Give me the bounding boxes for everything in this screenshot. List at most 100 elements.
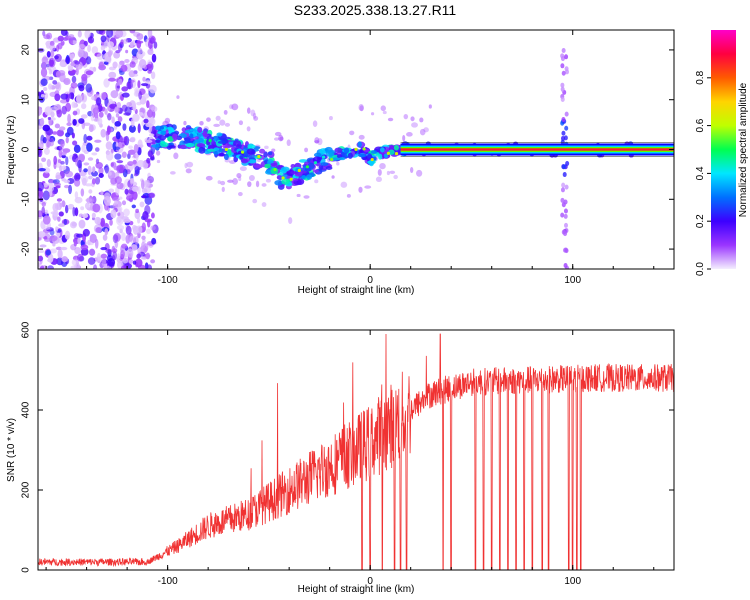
heatmap-cell [74,207,79,217]
heatmap-cell [128,124,136,133]
heatmap-cell [132,103,137,112]
heatmap-cell [564,184,569,190]
heatmap-cell [134,258,143,268]
heatmap-cell [49,248,57,254]
heatmap-cell [296,193,301,198]
heatmap-cell [563,199,568,205]
heatmap-cell [378,153,383,160]
heatmap-cell [132,159,137,165]
heatmap-cell [94,238,99,249]
heatmap-cell [80,175,89,184]
colorbar-tick-label: 0.2 [695,214,706,228]
heatmap-cell [237,191,243,197]
heatmap-cell [179,144,188,150]
heatmap-cell [103,195,111,206]
heatmap-cell [118,196,123,200]
heatmap-cell [87,165,92,176]
heatmap-cell [125,49,129,54]
heatmap-cell [48,68,52,75]
heatmap-cell [206,117,211,122]
snr-xlabel: Height of straight line (km) [298,584,415,595]
heatmap-cell [318,164,324,170]
heatmap-cell [81,144,86,153]
heatmap-cell [107,258,116,267]
heatmap-cell [83,162,90,166]
heatmap-cell [48,83,53,90]
heatmap-cell [274,137,280,141]
heatmap-cell [116,182,124,190]
heatmap-cell-peak [257,154,261,159]
heatmap-cell [141,83,149,87]
heatmap-cell [68,92,75,100]
y-tick-label: -20 [21,241,32,256]
heatmap-cell [116,253,121,261]
heatmap-cell [127,248,134,258]
heatmap-cell [185,168,192,174]
heatmap-cell [58,148,63,158]
heatmap-cell [98,111,104,118]
heatmap-cell [227,148,232,156]
y-tick-label: 0 [21,146,32,152]
heatmap-cell [176,95,180,99]
heatmap-cell [100,92,107,100]
heatmap-cell [145,179,151,188]
heatmap-cell [185,143,195,148]
y-tick-label: 0 [21,567,32,573]
heatmap-cell [77,30,82,38]
heatmap-cell [380,147,385,153]
heatmap-cell [46,159,51,168]
heatmap-cell [64,184,70,189]
heatmap-cell [38,124,43,130]
heatmap-cell [320,162,329,166]
snr-ylabel: SNR (10 * v/v) [6,418,17,482]
heatmap-cell [560,187,565,193]
heatmap-cell [72,206,76,217]
heatmap-cell [156,159,161,164]
heatmap-cell [135,225,143,234]
heatmap-cell [60,93,69,100]
tone-band-core [400,148,674,151]
heatmap-cell [357,141,362,148]
heatmap-cell [114,106,119,114]
heatmap-cell [120,265,128,269]
heatmap-cell [183,139,191,144]
heatmap-cell [263,151,268,158]
heatmap-cell [117,206,123,213]
heatmap-cell [248,175,255,181]
heatmap-cell [313,152,322,158]
heatmap-cell [86,197,94,204]
heatmap-cell [110,90,119,99]
heatmap-cell [42,124,51,132]
figure-title: S233.2025.338.13.27.R11 [294,2,457,18]
heatmap-cell [160,130,167,135]
heatmap-cell [41,56,49,65]
heatmap-cell [107,50,112,58]
heatmap-cell [146,63,153,69]
heatmap-cell [65,170,74,178]
colorbar-ticks: 0.0 0.2 0.4 0.6 0.8 [695,70,711,276]
heatmap-cell [151,53,157,63]
heatmap-cell [137,247,141,253]
heatmap-cell [264,145,269,150]
heatmap-cell [84,30,91,39]
heatmap-cell [213,147,220,151]
heatmap-cell [83,168,88,173]
heatmap-cell [232,177,239,185]
heatmap-cell [38,231,46,238]
heatmap-cell-peak [386,151,391,155]
heatmap-cell [86,142,93,152]
heatmap-cell [239,166,247,172]
heatmap-cell [96,252,101,261]
heatmap-cell [274,131,282,137]
heatmap-cell [56,109,62,118]
heatmap-cell [140,179,145,190]
heatmap-cell [142,76,146,82]
heatmap-cell [213,123,221,128]
heatmap-cell [138,112,144,116]
heatmap-cell [416,169,423,177]
heatmap-cell [108,188,115,193]
heatmap-cell [38,262,41,268]
heatmap-cell [271,148,276,152]
heatmap-cell [53,155,58,166]
heatmap-cell [52,209,59,217]
